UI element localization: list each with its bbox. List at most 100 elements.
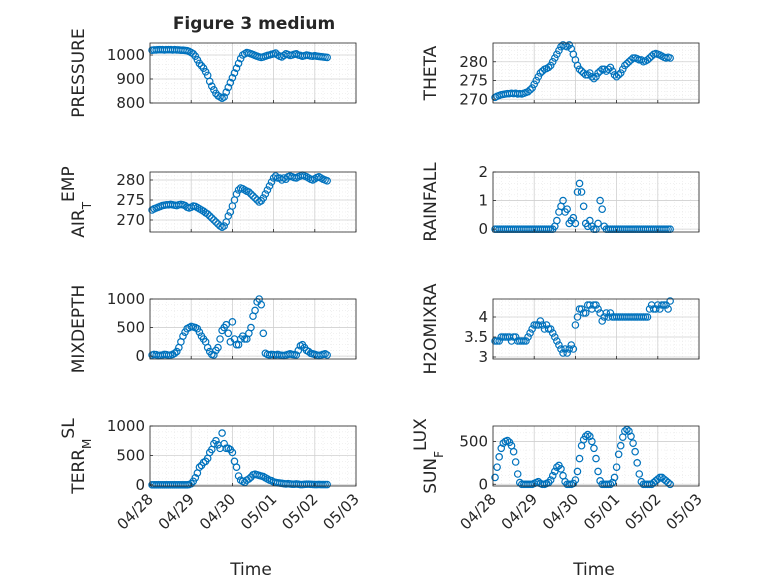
y-axis-label: RAINFALL bbox=[421, 162, 441, 242]
data-point bbox=[662, 301, 670, 309]
x-tick-label: 05/03 bbox=[663, 490, 706, 533]
y-axis-label: H2OMIXRA bbox=[421, 283, 441, 374]
data-point bbox=[247, 323, 255, 332]
data-point bbox=[251, 194, 259, 202]
data-point bbox=[323, 53, 331, 62]
data-point bbox=[660, 301, 668, 309]
y-axis-label-part: TERR bbox=[69, 449, 89, 495]
data-point bbox=[218, 429, 226, 437]
data-point bbox=[493, 337, 501, 345]
data-point bbox=[520, 337, 528, 345]
data-point bbox=[212, 218, 220, 226]
data-point bbox=[563, 42, 571, 51]
data-point bbox=[557, 465, 565, 473]
data-point bbox=[536, 317, 545, 325]
data-point bbox=[518, 337, 526, 345]
x-tick-label: 05/01 bbox=[237, 490, 280, 533]
data-point bbox=[631, 447, 639, 456]
y-axis-label: SUNFLUX bbox=[411, 418, 446, 494]
axes-box bbox=[492, 42, 700, 104]
data-point bbox=[579, 202, 588, 211]
data-point bbox=[294, 346, 303, 355]
data-point bbox=[536, 69, 545, 77]
data-point bbox=[621, 427, 629, 435]
data-point bbox=[240, 335, 249, 343]
x-tick-label: 05/02 bbox=[621, 490, 664, 533]
data-point bbox=[224, 329, 233, 338]
data-point bbox=[550, 467, 559, 476]
y-tick-label: 0 bbox=[135, 347, 145, 365]
y-tick-label: 2 bbox=[478, 163, 488, 181]
y-axis-label: MIXDEPTH bbox=[69, 285, 89, 374]
data-point bbox=[600, 313, 609, 321]
y-axis-label-sub: T bbox=[80, 201, 94, 210]
data-point bbox=[627, 432, 635, 441]
data-point bbox=[524, 87, 532, 96]
data-point bbox=[224, 212, 233, 220]
data-point bbox=[546, 325, 555, 333]
x-tick-label: 04/29 bbox=[498, 490, 541, 533]
data-point bbox=[532, 76, 541, 85]
data-point bbox=[651, 305, 660, 313]
data-point bbox=[553, 337, 561, 345]
data-point bbox=[557, 345, 565, 353]
data-point bbox=[577, 67, 586, 75]
y-tick-label: 900 bbox=[116, 70, 145, 88]
data-point bbox=[234, 59, 243, 68]
axes-box bbox=[149, 42, 357, 104]
data-point bbox=[581, 432, 590, 441]
data-point bbox=[616, 69, 625, 77]
data-point bbox=[553, 463, 561, 471]
data-point bbox=[553, 216, 561, 225]
data-point bbox=[513, 470, 522, 478]
data-point bbox=[292, 351, 301, 359]
data-point bbox=[534, 321, 543, 329]
data-point bbox=[203, 210, 212, 218]
data-point bbox=[565, 345, 574, 353]
data-point bbox=[643, 56, 652, 64]
data-point bbox=[170, 349, 179, 358]
data-point bbox=[633, 459, 642, 467]
data-point bbox=[278, 176, 286, 184]
y-tick-label: 1000 bbox=[107, 290, 145, 308]
y-axis-label-tail: SL bbox=[59, 418, 79, 439]
data-point bbox=[602, 309, 611, 317]
data-point bbox=[263, 186, 272, 194]
data-point bbox=[575, 179, 584, 188]
data-point bbox=[172, 347, 181, 356]
data-point bbox=[579, 309, 588, 317]
data-point bbox=[530, 80, 539, 89]
x-tick-label: 04/30 bbox=[196, 490, 239, 533]
data-point bbox=[323, 351, 331, 359]
data-point bbox=[544, 63, 553, 72]
axes-box bbox=[492, 425, 700, 487]
data-point bbox=[559, 196, 567, 205]
data-point bbox=[538, 321, 547, 329]
data-point bbox=[224, 83, 233, 92]
data-point bbox=[265, 182, 274, 190]
plot-area bbox=[493, 426, 699, 486]
data-point bbox=[592, 72, 600, 81]
data-point bbox=[565, 41, 574, 49]
data-point bbox=[222, 320, 231, 329]
y-tick-label: 500 bbox=[459, 432, 488, 450]
data-point bbox=[257, 300, 266, 309]
data-point bbox=[222, 88, 231, 97]
data-point bbox=[501, 333, 510, 341]
data-point bbox=[495, 337, 503, 345]
data-point bbox=[210, 351, 218, 359]
data-point bbox=[195, 328, 204, 336]
data-point bbox=[550, 54, 559, 62]
data-point bbox=[608, 67, 617, 75]
data-point bbox=[666, 54, 674, 62]
data-point bbox=[226, 78, 235, 87]
data-point bbox=[259, 329, 268, 338]
data-point bbox=[546, 61, 555, 70]
axes-box bbox=[492, 298, 700, 360]
data-point bbox=[563, 205, 571, 213]
data-point bbox=[606, 480, 615, 489]
